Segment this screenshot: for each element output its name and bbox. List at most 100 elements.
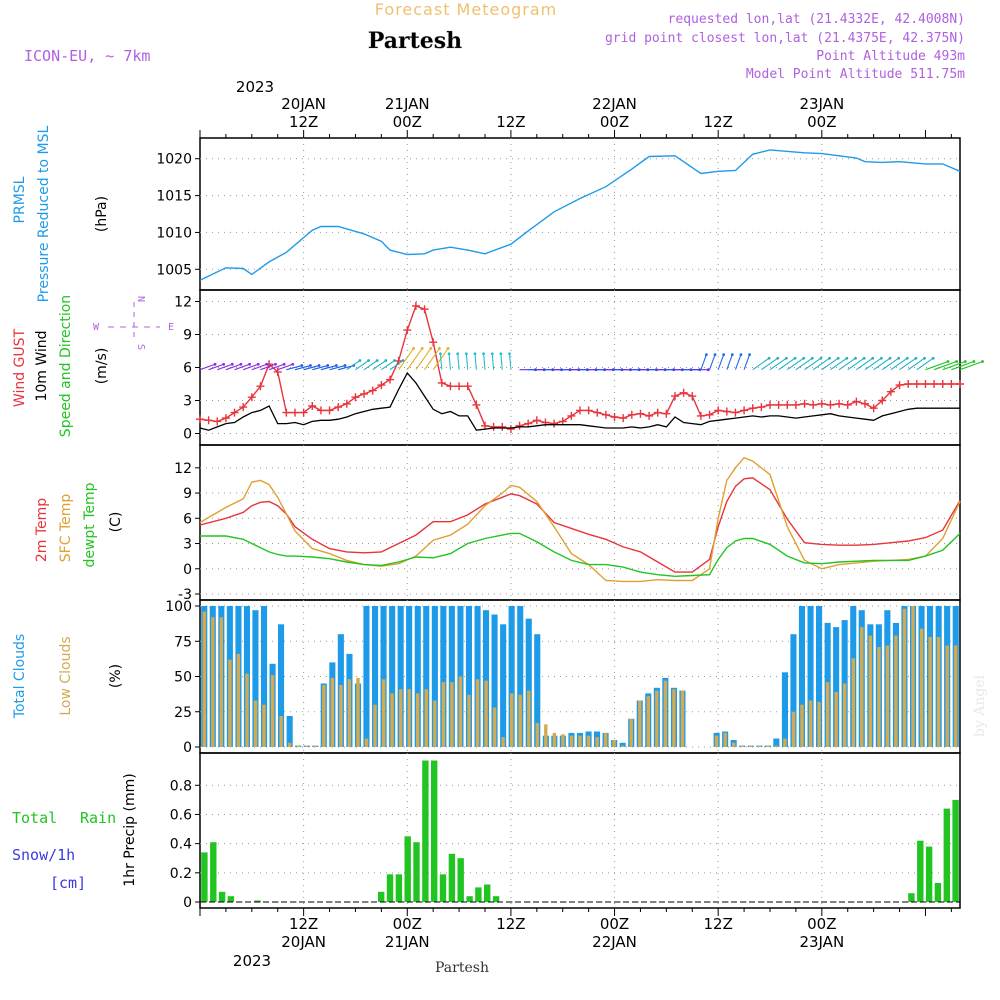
clouds-ytick-label: 50: [174, 670, 192, 686]
wind-direction-arrow-head: [914, 356, 918, 360]
wind-direction-arrow: [700, 354, 707, 370]
wind-direction-arrow-head: [793, 356, 797, 360]
wind-direction-arrow: [795, 357, 813, 371]
wind-direction-arrow: [804, 357, 822, 371]
wind-direction-arrow-head: [748, 353, 751, 357]
total-clouds-bar: [517, 606, 524, 747]
wind-direction-arrow: [856, 357, 874, 371]
low-clouds-bar: [714, 735, 719, 747]
low-clouds-bar: [399, 689, 403, 747]
wind-direction-arrow-head: [326, 364, 330, 367]
low-clouds-bar: [894, 635, 898, 747]
total-rain-bar: [917, 840, 924, 902]
low-clouds-bar: [441, 682, 446, 747]
wind-direction-arrow-head: [499, 352, 503, 356]
low-clouds-bar: [800, 704, 804, 747]
gust-point: [766, 400, 774, 409]
snow-unit: [cm]: [50, 874, 86, 892]
gust-point: [213, 417, 222, 426]
low-clouds-bar: [450, 682, 454, 747]
gust-point: [567, 411, 576, 420]
top-hour-label: 00Z: [393, 113, 422, 131]
compass-west: W: [93, 322, 100, 333]
compass-east: E: [168, 322, 174, 333]
low-clouds-bar: [766, 745, 770, 747]
low-clouds-bar: [407, 689, 411, 747]
wind-direction-arrow: [363, 360, 378, 371]
wind-direction-arrow: [294, 365, 311, 371]
low-clouds-bar: [936, 637, 941, 747]
total-rain-bar: [218, 891, 226, 902]
wind-direction-arrow: [242, 363, 259, 371]
top-date-label: 20JAN: [281, 95, 326, 113]
wind-direction-arrow: [890, 357, 908, 371]
total-clouds-bar: [431, 606, 438, 747]
closest-coords: grid point closest lon,lat (21.4375E, 42…: [605, 31, 965, 46]
temp-labels: 2m Temp SFC Temp dewpt Temp (C): [34, 482, 124, 567]
wind-direction-arrow-head: [871, 356, 875, 360]
wind-direction-arrow-head: [854, 356, 857, 360]
low-clouds-bar: [928, 637, 932, 747]
gust-point: [239, 403, 248, 412]
gust-point: [515, 421, 524, 430]
wind-panel: 0 3 6 9 12: [174, 289, 984, 446]
wind-direction-arrow: [312, 365, 328, 371]
low-clouds-bar: [288, 742, 292, 747]
wind-direction-arrow: [372, 360, 387, 371]
total-rain-bar: [952, 799, 959, 902]
low-clouds-bar: [416, 693, 420, 747]
total-clouds-bar: [619, 742, 626, 747]
wind-direction-arrow-head: [819, 356, 823, 360]
low-clouds-bar: [860, 627, 864, 747]
wind-direction-arrow-head: [282, 362, 286, 366]
total-rain-bar: [201, 852, 208, 902]
total-rain-bar: [439, 874, 447, 902]
wind-ytick-label: 3: [183, 394, 192, 410]
cloud-labels: Total Clouds Low Clouds (%): [12, 634, 124, 719]
wind-direction-arrow: [491, 353, 495, 370]
wind-direction-arrow-head: [888, 356, 892, 360]
total-rain-bar: [943, 808, 950, 902]
wind-direction-arrow: [821, 357, 839, 371]
wind-direction-arrow-head: [412, 347, 415, 350]
model-altitude: Model Point Altitude 511.75m: [746, 67, 965, 82]
compass-south: S: [135, 344, 146, 350]
wind-direction-arrow-head: [905, 356, 909, 360]
low-clouds-bar: [757, 745, 761, 747]
wind-gust-label: Wind GUST: [12, 328, 28, 407]
gust-point: [921, 380, 930, 388]
wind-direction-arrow-head: [923, 356, 926, 360]
wind-direction-arrow: [752, 357, 770, 371]
clouds-ytick-label: 75: [174, 634, 192, 650]
bottom-date-label: 20JAN: [281, 933, 326, 951]
wind-direction-arrow-head: [946, 360, 950, 363]
wind-ytick-label: 0: [183, 427, 192, 443]
total-clouds-bar: [278, 624, 285, 747]
precipitation-ytick-label: 0.8: [170, 778, 192, 794]
wind-direction-arrow: [268, 363, 285, 371]
wind-direction-arrow-head: [343, 364, 347, 367]
bottom-hour-label: 00Z: [807, 915, 836, 933]
top-date-label: 21JAN: [385, 95, 430, 113]
total-clouds-bar: [406, 606, 413, 747]
wind-direction-arrow: [709, 354, 716, 370]
low-clouds-bar: [911, 606, 915, 747]
wind-direction-arrow-head: [393, 359, 396, 362]
gust-point: [662, 409, 671, 418]
total-rain-bar: [457, 858, 464, 902]
wind-direction-arrow: [199, 363, 216, 371]
wind-direction-arrow-head: [730, 353, 734, 357]
gust-point: [731, 408, 740, 417]
point-altitude: Point Altitude 493m: [816, 49, 965, 64]
wind-direction-arrow: [761, 357, 779, 371]
gust-point: [247, 393, 256, 402]
wind-direction-arrow: [830, 357, 848, 371]
wind-direction-arrow: [838, 357, 856, 371]
low-clouds-bar: [339, 685, 343, 747]
low-clouds-bar: [902, 608, 907, 747]
wind-direction-arrow-head: [317, 364, 321, 367]
total-clouds-bar: [798, 606, 805, 747]
bottom-hour-label: 12Z: [703, 915, 732, 933]
